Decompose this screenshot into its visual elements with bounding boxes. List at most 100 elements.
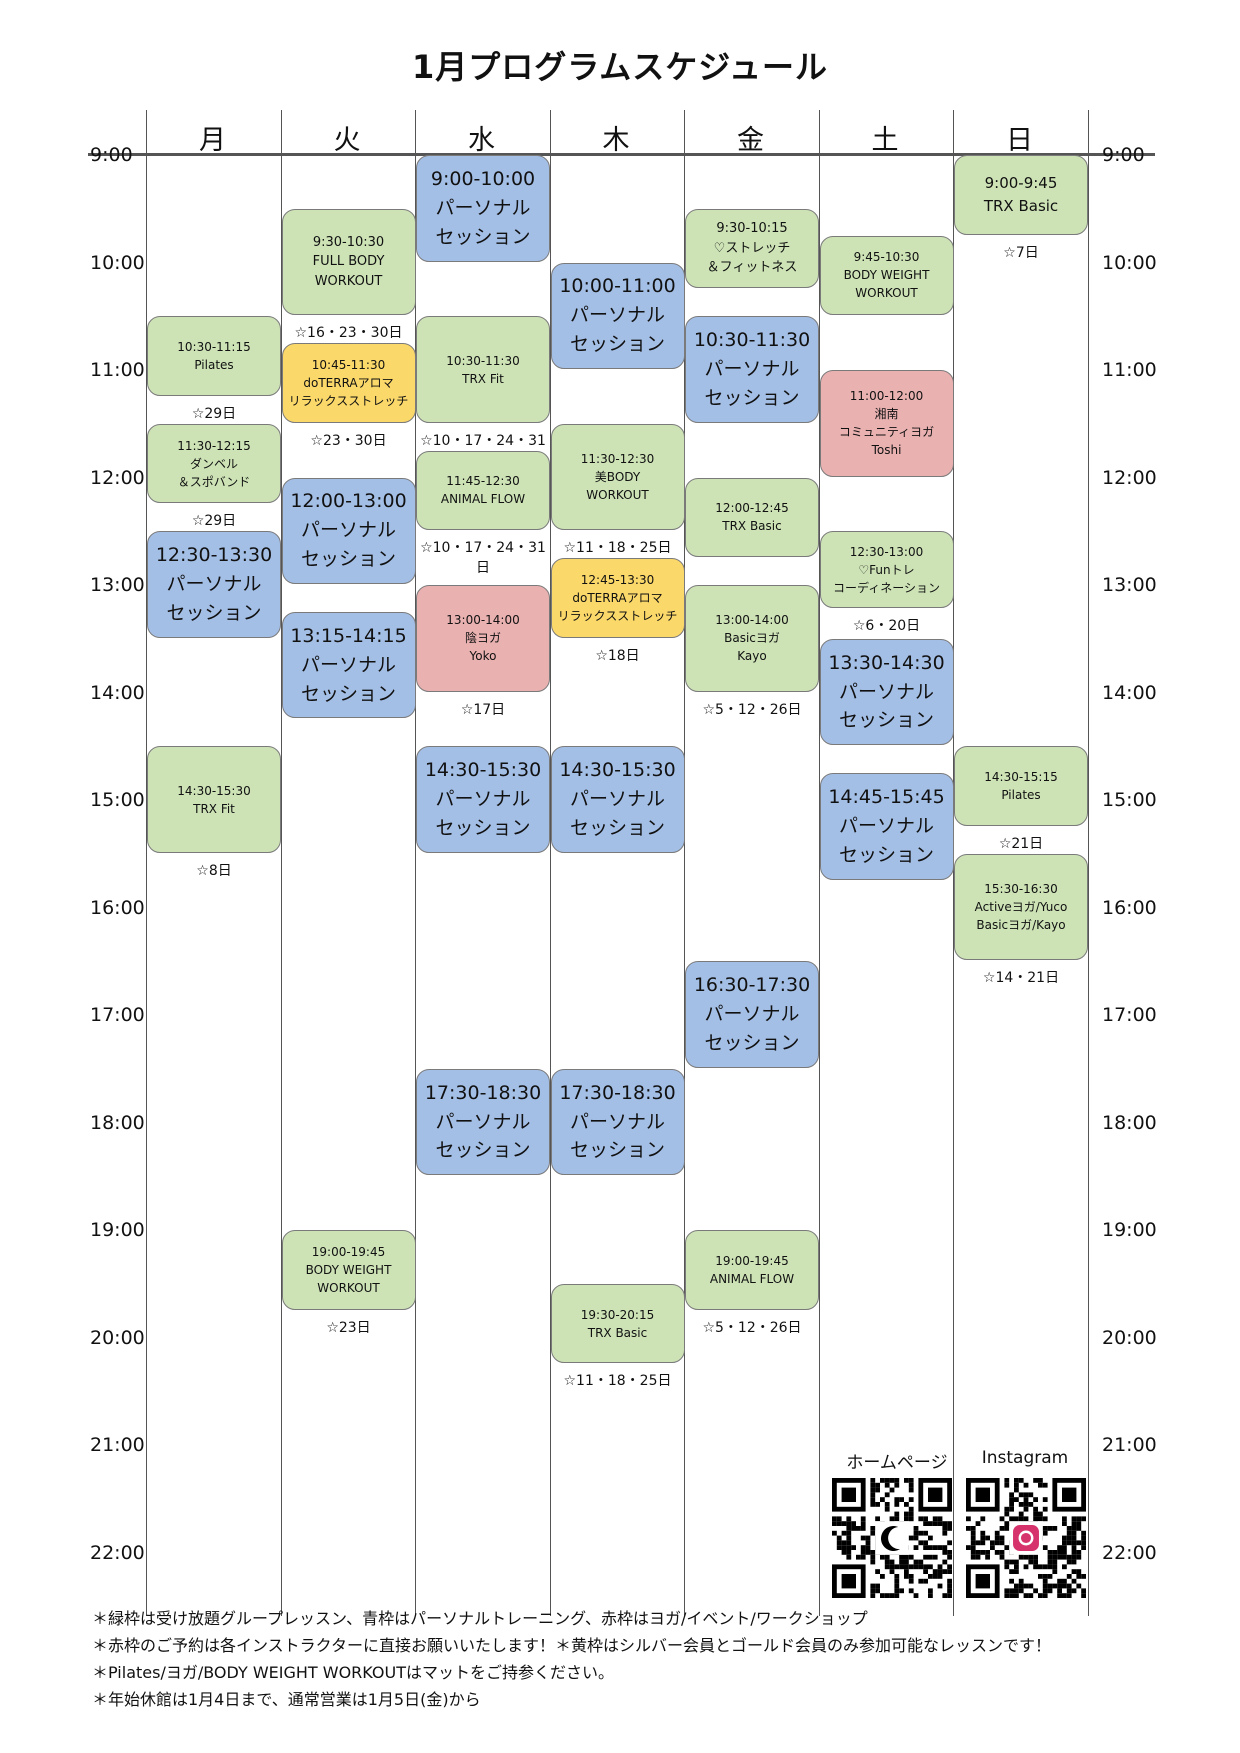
- lesson-block[interactable]: 10:00-11:00 パーソナル セッション: [550, 262, 685, 369]
- time-label: 21:00: [90, 1434, 145, 1456]
- lesson-block[interactable]: 13:30-14:30 パーソナル セッション: [819, 638, 954, 746]
- lesson-block[interactable]: 13:00-14:00 Basicヨガ Kayo: [685, 585, 819, 692]
- lesson-block[interactable]: 17:30-18:30 パーソナル セッション: [550, 1068, 685, 1176]
- lesson-block[interactable]: 17:30-18:30 パーソナル セッション: [416, 1068, 550, 1176]
- lesson-text: 9:30-10:15: [716, 221, 788, 237]
- lesson-block[interactable]: 9:00-10:00 パーソナル セッション: [416, 155, 550, 262]
- day-header: 金: [737, 125, 764, 156]
- lesson-text: 17:30-18:30: [424, 1081, 542, 1104]
- lesson-block[interactable]: 13:15-14:15 パーソナル セッション: [281, 611, 416, 719]
- lesson-text: ＆フィットネス: [706, 260, 798, 276]
- lesson-block[interactable]: 14:30-15:15 Pilates: [954, 746, 1088, 826]
- lesson-block[interactable]: 12:30-13:30 パーソナル セッション: [147, 531, 281, 638]
- lesson-block[interactable]: 12:45-13:30 doTERRAアロマ リラックスストレッチ: [550, 558, 685, 638]
- lesson-block[interactable]: 12:30-13:00 ♡Funトレ コーディネーション: [819, 531, 954, 609]
- day-header: 水: [468, 125, 495, 156]
- lesson-text: Yoko: [469, 649, 497, 664]
- lesson-text: 14:30-15:30: [559, 759, 676, 782]
- instagram-qr-code[interactable]: [966, 1478, 1086, 1598]
- lesson-block[interactable]: 10:30-11:30 TRX Fit: [416, 316, 550, 423]
- lesson-block[interactable]: 14:45-15:45 パーソナル セッション: [819, 773, 954, 880]
- footer-note-3: ＊Pilates/ヨガ/BODY WEIGHT WORKOUTはマットをご持参く…: [92, 1663, 614, 1682]
- day-header: 月: [199, 125, 226, 156]
- lesson-block[interactable]: 12:00-12:45 TRX Basic: [685, 477, 819, 558]
- lesson-text: 9:00-10:00: [430, 167, 536, 190]
- lesson-block[interactable]: 11:30-12:15 ダンベル ＆スポバンド: [147, 423, 281, 504]
- lesson-text: 14:30-15:15: [984, 770, 1058, 785]
- lesson-block[interactable]: 12:00-13:00 パーソナル セッション: [281, 477, 416, 584]
- lesson-dates-note: ☆18日: [595, 647, 640, 664]
- lesson-dates-note: ☆6・20日: [852, 618, 921, 635]
- lesson-block[interactable]: 15:30-16:30 Activeヨガ/Yuco Basicヨガ/Kayo: [954, 853, 1088, 961]
- lesson-block[interactable]: 14:30-15:30 TRX Fit: [147, 746, 281, 853]
- time-label: 14:00: [1102, 681, 1157, 704]
- lesson-block[interactable]: 14:30-15:30 パーソナル セッション: [550, 746, 685, 853]
- lesson-text: コミュニティヨガ: [838, 425, 935, 440]
- homepage-qr-code[interactable]: [832, 1478, 952, 1598]
- lesson-block[interactable]: 9:30-10:15 ♡ストレッチ ＆フィットネス: [685, 208, 819, 289]
- lesson-block[interactable]: 10:30-11:30 パーソナル セッション: [685, 316, 819, 423]
- lesson-text: リラックスストレッチ: [557, 608, 678, 623]
- time-label: 17:00: [90, 1004, 145, 1026]
- lesson-text: Kayo: [737, 649, 767, 664]
- time-label: 9:00: [1102, 144, 1145, 166]
- lesson-dates-note: ☆5・12・26日: [702, 1319, 802, 1336]
- lesson-dates-note: ☆23日: [326, 1319, 371, 1336]
- lesson-text: TRX Basic: [587, 1325, 648, 1340]
- lesson-block[interactable]: 10:45-11:30 doTERRAアロマ リラックスストレッチ: [281, 343, 416, 423]
- lesson-dates-note: ☆14・21日: [982, 970, 1060, 987]
- lesson-block[interactable]: 11:00-12:00 湘南 コミュニティヨガ Toshi: [819, 370, 954, 477]
- lesson-text: パーソナル: [435, 788, 531, 811]
- lesson-text: Pilates: [1001, 788, 1041, 803]
- lesson-text: セッション: [704, 386, 800, 409]
- lesson-block[interactable]: 14:30-15:30 パーソナル セッション: [416, 746, 550, 853]
- instagram-qr-label: Instagram: [981, 1448, 1069, 1468]
- lesson-text: 10:30-11:30: [446, 353, 520, 368]
- lesson-block[interactable]: 13:00-14:00 陰ヨガ Yoko: [416, 585, 550, 692]
- lesson-text: 14:45-15:45: [828, 786, 945, 809]
- lesson-text: パーソナル: [569, 304, 665, 327]
- time-label: 11:00: [90, 359, 145, 381]
- lesson-dates-note: ☆8日: [196, 862, 232, 879]
- lesson-text: TRX Fit: [193, 801, 235, 816]
- lesson-text: WORKOUT: [586, 488, 649, 502]
- lesson-text: セッション: [704, 1031, 800, 1054]
- lesson-text: 10:00-11:00: [559, 275, 676, 298]
- lesson-block[interactable]: 10:30-11:15 Pilates: [147, 316, 281, 396]
- lesson-text: パーソナル: [704, 358, 800, 381]
- lesson-block[interactable]: 11:45-12:30 ANIMAL FLOW: [416, 450, 550, 531]
- lesson-block[interactable]: 9:45-10:30 BODY WEIGHT WORKOUT: [819, 235, 954, 316]
- day-header: 木: [602, 125, 630, 156]
- time-label: 19:00: [90, 1219, 145, 1241]
- lesson-text: 12:30-13:00: [849, 544, 924, 559]
- lesson-text: ANIMAL FLOW: [709, 1271, 795, 1286]
- lesson-text: パーソナル: [166, 573, 262, 596]
- lesson-block[interactable]: 19:00-19:45 BODY WEIGHT WORKOUT: [281, 1230, 416, 1310]
- lesson-text: セッション: [300, 682, 396, 705]
- lesson-block[interactable]: 9:00-9:45 TRX Basic: [954, 155, 1088, 235]
- time-label: 18:00: [90, 1111, 145, 1134]
- lesson-block[interactable]: 19:30-20:15 TRX Basic: [550, 1283, 685, 1364]
- day-header: 土: [871, 125, 899, 156]
- lesson-block[interactable]: 11:30-12:30 美BODY WORKOUT: [550, 423, 685, 531]
- lesson-dates-note: ☆10・17・24・31日: [420, 540, 546, 577]
- lesson-dates-note: ☆5・12・26日: [702, 701, 802, 718]
- time-label: 16:00: [90, 896, 145, 919]
- time-label: 17:00: [1102, 1004, 1157, 1026]
- column-divider: [818, 110, 820, 1616]
- time-label: 12:00: [90, 466, 145, 489]
- time-label: 15:00: [1102, 789, 1157, 811]
- lesson-block[interactable]: 9:30-10:30 FULL BODY WORKOUT: [281, 208, 416, 316]
- lesson-block[interactable]: 16:30-17:30 パーソナル セッション: [685, 961, 819, 1068]
- time-label: 21:00: [1102, 1434, 1157, 1456]
- lesson-text: Basicヨガ/Kayo: [976, 918, 1066, 932]
- time-label: 9:00: [90, 144, 133, 166]
- lesson-text: 9:30-10:30: [312, 234, 385, 250]
- lesson-text: 13:30-14:30: [828, 651, 945, 674]
- lesson-text: セッション: [838, 709, 934, 732]
- time-label: 14:00: [90, 681, 145, 704]
- lesson-text: パーソナル: [435, 196, 531, 219]
- time-label: 16:00: [1102, 896, 1157, 919]
- column-divider: [146, 110, 147, 1616]
- lesson-block[interactable]: 19:00-19:45 ANIMAL FLOW: [685, 1230, 819, 1310]
